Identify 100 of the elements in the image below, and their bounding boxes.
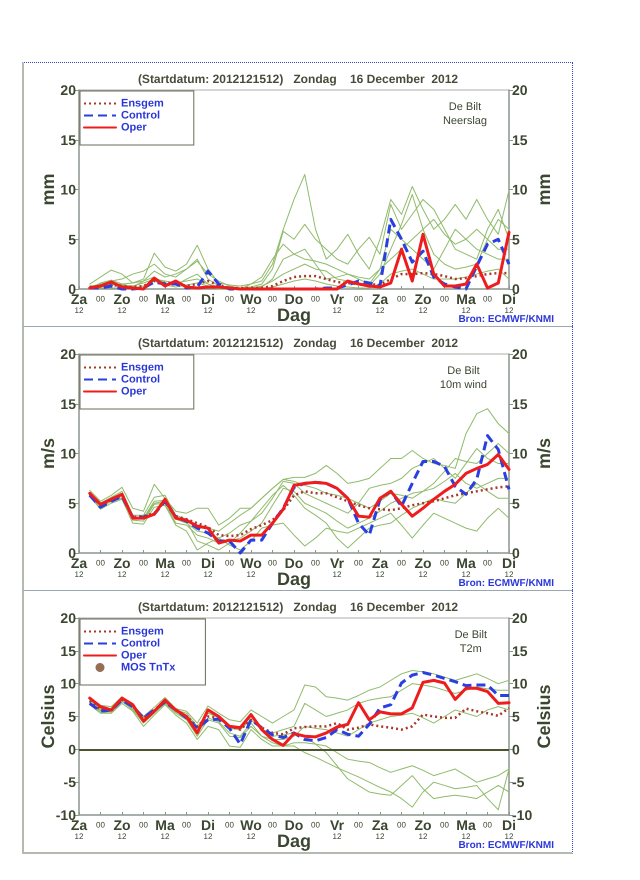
x-tick-label: 00 bbox=[139, 294, 148, 304]
x-tick-label: 00 bbox=[96, 294, 106, 304]
x-tick-label: Di 12 bbox=[502, 817, 516, 841]
text: Bron: ECMWF/KNMI bbox=[458, 314, 554, 325]
x-tick-label: 00 bbox=[139, 558, 148, 568]
y2-tick-label: 0 bbox=[512, 741, 520, 758]
x-tick-label: Do bbox=[284, 555, 304, 571]
y2-tick-label: 15 bbox=[512, 396, 528, 412]
x-tick-label: Di 12 bbox=[201, 291, 215, 315]
x-tick-label: 00 bbox=[182, 294, 192, 304]
y-tick-label: 10 bbox=[60, 446, 76, 462]
x-tick-label: Di 12 bbox=[201, 555, 215, 579]
y2-tick-label: 20 bbox=[512, 346, 528, 362]
y-axis-title: m/s bbox=[38, 438, 58, 470]
x-tick-label: 00 bbox=[354, 820, 364, 830]
chart-title: (Startdatum: 2012121512) Zondag 16 December 2012 bbox=[138, 600, 458, 614]
y2-tick-label: 15 bbox=[512, 642, 528, 659]
x-tick-label: 00 bbox=[311, 558, 320, 568]
legend-label: Oper bbox=[121, 122, 148, 134]
y2-tick-label: 10 bbox=[512, 446, 528, 462]
y-tick-label: 5 bbox=[68, 231, 76, 248]
x-tick-label: 00 bbox=[397, 820, 406, 830]
y-tick-label: 20 bbox=[60, 610, 76, 626]
legend-label: Ensgem bbox=[121, 362, 164, 374]
x-tick-label: Za 12 bbox=[372, 817, 388, 841]
x-tick-label: Ma 12 bbox=[155, 291, 175, 315]
x-tick-label: Zo 12 bbox=[113, 817, 131, 841]
y-tick-label: 15 bbox=[60, 132, 76, 148]
x-tick-label: 00 bbox=[354, 558, 364, 568]
x-tick-label: 00 bbox=[397, 558, 406, 568]
x-tick-label: 00 bbox=[354, 294, 364, 304]
legend-label: Control bbox=[121, 638, 160, 650]
y2-tick-label: 20 bbox=[512, 610, 528, 626]
x-tick-label: Do bbox=[284, 291, 304, 307]
text: Bron: ECMWF/KNMI bbox=[458, 840, 554, 851]
x-tick-label: Zo 12 bbox=[113, 291, 131, 315]
x-tick-label: 00 bbox=[96, 558, 106, 568]
x-tick-label: 00 bbox=[483, 558, 492, 568]
x-tick-label: 00 bbox=[268, 294, 278, 304]
y-tick-label: 5 bbox=[68, 495, 76, 512]
y-tick-label: 10 bbox=[60, 182, 76, 198]
x-tick-label: 00 bbox=[311, 294, 320, 304]
x-tick-label: Ma 12 bbox=[456, 291, 476, 315]
y-tick-label: 15 bbox=[60, 396, 76, 412]
x-tick-label: Di 12 bbox=[201, 817, 215, 841]
x-tick-label: Wo 12 bbox=[240, 555, 262, 579]
annotation: De Bilt 10m wind bbox=[440, 365, 487, 391]
y2-tick-label: 15 bbox=[512, 132, 528, 148]
text: Bron: ECMWF/KNMI bbox=[458, 578, 554, 589]
y2-axis-title: Celsius bbox=[534, 684, 554, 749]
y2-tick-label: 10 bbox=[512, 182, 528, 198]
x-tick-label: Vr 12 bbox=[330, 817, 345, 841]
x-tick-label: 00 bbox=[311, 820, 320, 830]
y-tick-label: 5 bbox=[68, 708, 76, 724]
x-tick-label: 00 bbox=[182, 820, 192, 830]
x-tick-label: 00 bbox=[96, 820, 106, 830]
legend-label: MOS TnTx bbox=[121, 662, 176, 674]
x-tick-label: Zo 12 bbox=[113, 555, 131, 579]
x-tick-label: Zo 12 bbox=[414, 555, 432, 579]
x-tick-label: 00 bbox=[397, 294, 406, 304]
x-tick-label: Ma 12 bbox=[456, 555, 476, 579]
y2-axis-title: m/s bbox=[534, 438, 554, 470]
x-tick-label: 00 bbox=[225, 294, 234, 304]
x-tick-label: 00 bbox=[225, 558, 234, 568]
y-tick-label: 0 bbox=[68, 741, 76, 758]
legend-label: Ensgem bbox=[121, 98, 164, 110]
x-axis-title: Dag bbox=[276, 569, 312, 589]
legend-label: Control bbox=[121, 110, 160, 122]
x-tick-label: 00 bbox=[268, 558, 278, 568]
annotation: De Bilt Neerslag bbox=[442, 101, 488, 127]
x-axis-title: Dag bbox=[276, 305, 312, 325]
legend-label: Oper bbox=[121, 650, 148, 662]
y2-tick-label: 10 bbox=[512, 676, 528, 692]
x-tick-label: 00 bbox=[440, 558, 450, 568]
annotation: De Bilt T2m bbox=[454, 629, 488, 655]
legend-label: Ensgem bbox=[121, 626, 164, 638]
y-tick-label: 15 bbox=[60, 642, 76, 659]
x-tick-label: Ma 12 bbox=[155, 817, 175, 841]
x-tick-label: Ma 12 bbox=[155, 555, 175, 579]
chart-title: (Startdatum: 2012121512) Zondag 16 December 2012 bbox=[138, 72, 458, 86]
y2-tick-label: 5 bbox=[512, 495, 520, 512]
x-tick-label: 00 bbox=[440, 820, 450, 830]
legend-label: Oper bbox=[121, 386, 148, 398]
x-tick-label: Vr 12 bbox=[330, 291, 345, 315]
x-tick-label: 00 bbox=[268, 820, 278, 830]
x-tick-label: Vr 12 bbox=[330, 555, 345, 579]
x-tick-label: Zo 12 bbox=[414, 291, 432, 315]
x-tick-label: Za 12 bbox=[372, 555, 388, 579]
x-tick-label: Wo 12 bbox=[240, 291, 262, 315]
x-tick-label: Za 12 bbox=[372, 291, 388, 315]
y2-tick-label: -5 bbox=[512, 774, 525, 790]
y2-tick-label: 5 bbox=[512, 708, 520, 724]
x-tick-label: 00 bbox=[483, 820, 492, 830]
x-tick-label: Ma 12 bbox=[456, 817, 476, 841]
x-axis-title: Dag bbox=[276, 831, 312, 851]
x-tick-label: 00 bbox=[182, 558, 192, 568]
y-tick-label: -5 bbox=[64, 774, 76, 790]
y-tick-label: 10 bbox=[60, 676, 76, 692]
x-tick-label: Zo 12 bbox=[414, 817, 432, 841]
y2-tick-label: 5 bbox=[512, 231, 520, 248]
